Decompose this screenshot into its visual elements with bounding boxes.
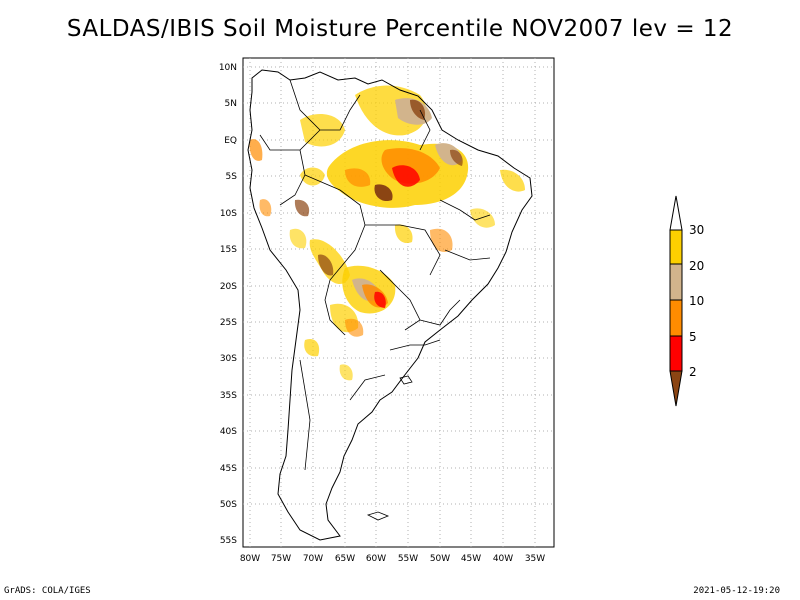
lat-label: 40S bbox=[220, 427, 237, 437]
colorbar-label: 10 bbox=[689, 294, 704, 308]
lat-label: 10S bbox=[220, 209, 237, 219]
lon-label: 75W bbox=[271, 554, 291, 564]
colorbar-arrow-bottom bbox=[669, 370, 683, 407]
colorbar-legend bbox=[669, 195, 683, 407]
colorbar-label: 5 bbox=[689, 330, 697, 344]
lon-label: 70W bbox=[303, 554, 323, 564]
footer-timestamp: 2021-05-12-19:20 bbox=[693, 586, 780, 596]
lat-label: 15S bbox=[220, 245, 237, 255]
lat-label: 50S bbox=[220, 500, 237, 510]
colorbar-segment-5 bbox=[669, 335, 683, 372]
lat-label: EQ bbox=[224, 136, 237, 146]
lat-label: 35S bbox=[220, 391, 237, 401]
lon-label: 55W bbox=[398, 554, 418, 564]
colorbar-segment-20 bbox=[669, 263, 683, 301]
map-frame bbox=[242, 57, 555, 548]
coastline bbox=[247, 69, 533, 541]
lon-label: 40W bbox=[493, 554, 513, 564]
map-title: SALDAS/IBIS Soil Moisture Percentile NOV… bbox=[66, 16, 734, 42]
lat-label: 5N bbox=[225, 99, 237, 109]
lat-label: 10N bbox=[219, 63, 237, 73]
lon-label: 45W bbox=[461, 554, 481, 564]
lat-label: 55S bbox=[220, 536, 237, 546]
colorbar-label: 20 bbox=[689, 259, 704, 273]
lat-label: 30S bbox=[220, 354, 237, 364]
lat-label: 45S bbox=[220, 464, 237, 474]
lat-label: 25S bbox=[220, 318, 237, 328]
lon-label: 35W bbox=[525, 554, 545, 564]
country-borders bbox=[259, 79, 491, 521]
lon-label: 80W bbox=[240, 554, 260, 564]
colorbar-label: 30 bbox=[689, 223, 704, 237]
colorbar-segment-30 bbox=[669, 229, 683, 265]
lon-label: 60W bbox=[366, 554, 386, 564]
colorbar-segment-10 bbox=[669, 299, 683, 337]
footer-credit: GrADS: COLA/IGES bbox=[4, 586, 91, 596]
lon-label: 65W bbox=[335, 554, 355, 564]
colorbar-label: 2 bbox=[689, 365, 697, 379]
lon-label: 50W bbox=[430, 554, 450, 564]
lat-label: 5S bbox=[226, 172, 238, 182]
lat-label: 20S bbox=[220, 282, 237, 292]
colorbar-arrow-top bbox=[669, 195, 683, 231]
